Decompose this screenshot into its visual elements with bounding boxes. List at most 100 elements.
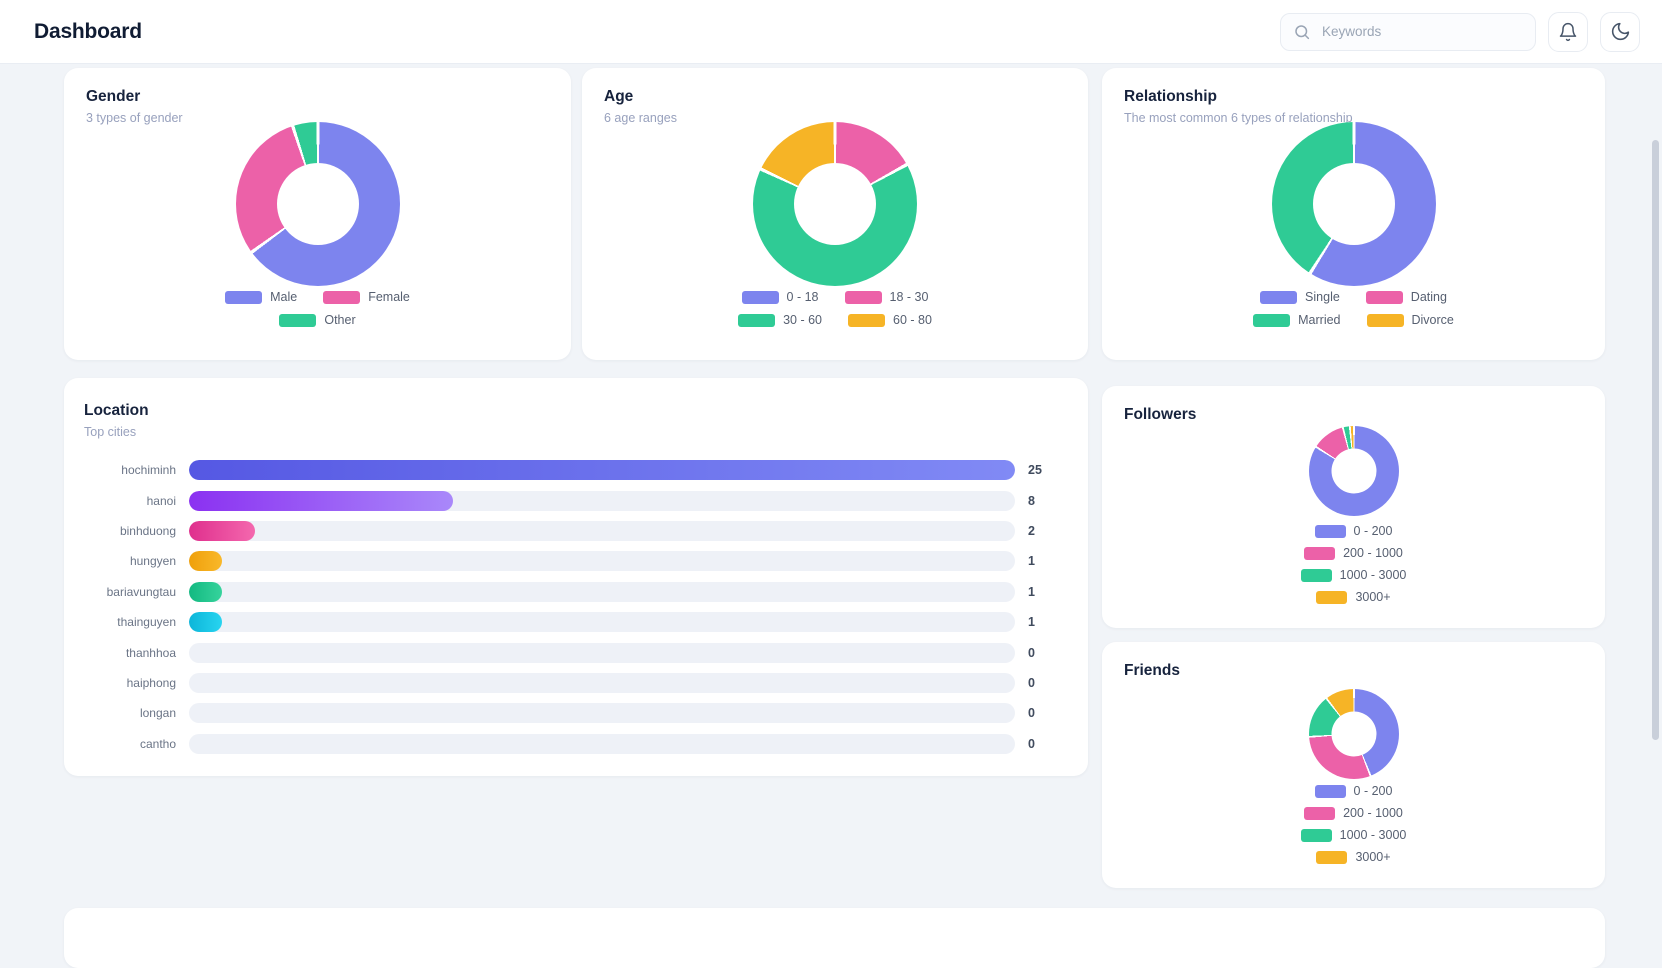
relationship-card: Relationship The most common 6 types of … [1102, 68, 1605, 360]
legend-label: 200 - 1000 [1343, 806, 1403, 820]
legend-item-0-18[interactable]: 0 - 18 [741, 290, 819, 304]
legend-item-female[interactable]: Female [323, 290, 410, 304]
bar-label: thanhhoa [125, 645, 176, 660]
bar-value: 1 [1028, 584, 1035, 599]
legend-swatch [1316, 850, 1348, 864]
bar-value: 1 [1028, 554, 1035, 569]
card-title: Age [604, 88, 634, 105]
legend-item-dating[interactable]: Dating [1365, 290, 1447, 304]
legend-swatch [279, 313, 317, 327]
scrollbar-thumb[interactable] [1652, 140, 1659, 740]
legend-item-0-200[interactable]: 0 - 200 [1314, 524, 1393, 538]
legend-label: Single [1305, 290, 1340, 304]
legend-swatch [738, 313, 776, 327]
legend-label: Male [270, 290, 298, 304]
donut-hole [794, 163, 876, 245]
legend-label: 0 - 200 [1353, 524, 1393, 538]
legend-item-married[interactable]: Married [1253, 313, 1341, 327]
legend-item-3000+[interactable]: 3000+ [1316, 850, 1391, 864]
bar-track [189, 733, 1015, 754]
bar-track [189, 703, 1015, 724]
legend-label: 60 - 80 [893, 313, 932, 327]
legend-item-60-80[interactable]: 60 - 80 [848, 313, 932, 327]
bar-row-thainguyen: thainguyen 1 [84, 607, 1058, 637]
legend-swatch [1300, 828, 1332, 842]
notifications-button[interactable] [1548, 11, 1588, 52]
bar-fill [189, 490, 454, 511]
legend-label: 18 - 30 [889, 290, 929, 304]
legend-item-1000-3000[interactable]: 1000 - 3000 [1300, 828, 1407, 842]
bar-value: 25 [1028, 463, 1042, 478]
bar-label: hungyen [129, 554, 176, 569]
legend-item-1000-3000[interactable]: 1000 - 3000 [1300, 568, 1407, 582]
bar-fill [189, 612, 223, 633]
theme-toggle-button[interactable] [1600, 11, 1640, 52]
legend-label: 1000 - 3000 [1339, 828, 1407, 842]
bar-value: 0 [1028, 675, 1035, 690]
bar-value: 8 [1028, 493, 1035, 508]
legend-swatch [1304, 546, 1336, 560]
donut-hole [1312, 163, 1395, 245]
relationship-donut-chart [1271, 122, 1436, 286]
legend-item-other[interactable]: Other [279, 313, 356, 327]
legend-swatch [848, 313, 885, 327]
friends-donut-chart [1308, 689, 1399, 779]
legend-swatch [225, 290, 263, 304]
bar-row-hanoi: hanoi 8 [84, 485, 1058, 515]
bar-label: thainguyen [117, 615, 176, 630]
card-subtitle: 6 age ranges [604, 111, 677, 125]
search-box[interactable] [1280, 12, 1536, 51]
card-title: Gender [86, 88, 141, 105]
location-bar-chart: hochiminh 25 hanoi 8 binhduong 2 hungyen 1 baria… [84, 455, 1058, 759]
donut-hole [1331, 448, 1376, 494]
legend-item-0-200[interactable]: 0 - 200 [1314, 784, 1393, 798]
bar-fill [189, 551, 223, 572]
legend-swatch [741, 290, 779, 304]
gender-card: Gender 3 types of gender Male Female Other [64, 68, 571, 360]
legend-item-male[interactable]: Male [225, 290, 297, 304]
legend-label: 3000+ [1355, 850, 1391, 864]
location-card: Location Top cities hochiminh 25 hanoi 8 bin… [64, 378, 1088, 776]
bar-value: 1 [1028, 615, 1035, 630]
search-input[interactable] [1320, 23, 1523, 40]
legend-label: 0 - 18 [786, 290, 819, 304]
legend-item-200-1000[interactable]: 200 - 1000 [1304, 546, 1403, 560]
legend-label: Other [324, 313, 356, 327]
search-icon [1293, 23, 1311, 41]
bar-fill [189, 581, 223, 602]
bar-track [189, 672, 1015, 693]
legend-swatch [1314, 784, 1346, 798]
friends-legend: 0 - 200 200 - 1000 1000 - 3000 3000+ [1102, 784, 1605, 864]
relationship-legend: Single Dating Married Divorce [1234, 290, 1474, 327]
legend-item-18-30[interactable]: 18 - 30 [844, 290, 929, 304]
header-actions [1280, 11, 1640, 52]
donut-hole [276, 163, 359, 245]
bar-track [189, 581, 1015, 602]
legend-item-3000+[interactable]: 3000+ [1316, 590, 1391, 604]
page-title: Dashboard [34, 19, 142, 43]
age-donut-chart [753, 122, 917, 286]
bar-label: haiphong [126, 675, 176, 690]
bar-track [189, 490, 1015, 511]
bar-row-hochiminh: hochiminh 25 [84, 455, 1058, 485]
bar-fill [189, 460, 1015, 481]
bar-track [189, 460, 1015, 481]
legend-swatch [1253, 313, 1291, 327]
legend-item-single[interactable]: Single [1260, 290, 1340, 304]
bar-value: 0 [1028, 645, 1035, 660]
legend-swatch [1314, 524, 1346, 538]
card-title: Location [84, 402, 149, 419]
legend-label: 0 - 200 [1353, 784, 1393, 798]
card-subtitle: The most common 6 types of relationship [1124, 111, 1353, 125]
bar-row-hungyen: hungyen 1 [84, 546, 1058, 576]
legend-item-30-60[interactable]: 30 - 60 [738, 313, 822, 327]
legend-label: 1000 - 3000 [1339, 568, 1407, 582]
partial-card [64, 908, 1605, 968]
legend-swatch [1304, 806, 1336, 820]
donut-hole [1331, 711, 1376, 757]
legend-swatch [1300, 568, 1332, 582]
legend-item-200-1000[interactable]: 200 - 1000 [1304, 806, 1403, 820]
legend-item-divorce[interactable]: Divorce [1366, 313, 1454, 327]
bar-value: 0 [1028, 706, 1035, 721]
gender-donut-chart [235, 122, 400, 286]
